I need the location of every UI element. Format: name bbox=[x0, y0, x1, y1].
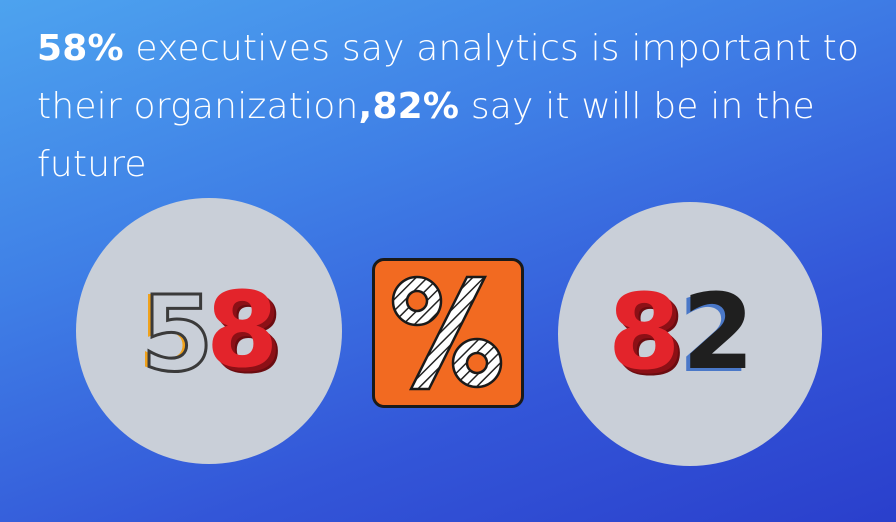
percent-badge bbox=[372, 258, 524, 408]
stat-82-text: ,82% bbox=[358, 86, 460, 127]
headline-text-2: say it will be in the future bbox=[37, 86, 815, 185]
digit-two: 2 bbox=[682, 271, 755, 393]
headline-text-1: executives say analytics is important to… bbox=[37, 28, 860, 127]
digit-five: 5 bbox=[139, 273, 214, 395]
digit-eight: 8 bbox=[608, 271, 681, 393]
headline: 58% executives say analytics is importan… bbox=[37, 20, 877, 194]
stat-58-text: 58% bbox=[37, 28, 124, 69]
right-number-circle: 8 2 bbox=[558, 202, 822, 466]
digit-eight: 8 bbox=[206, 269, 279, 391]
left-number-circle: 5 8 bbox=[76, 198, 342, 464]
percent-icon bbox=[391, 275, 503, 391]
